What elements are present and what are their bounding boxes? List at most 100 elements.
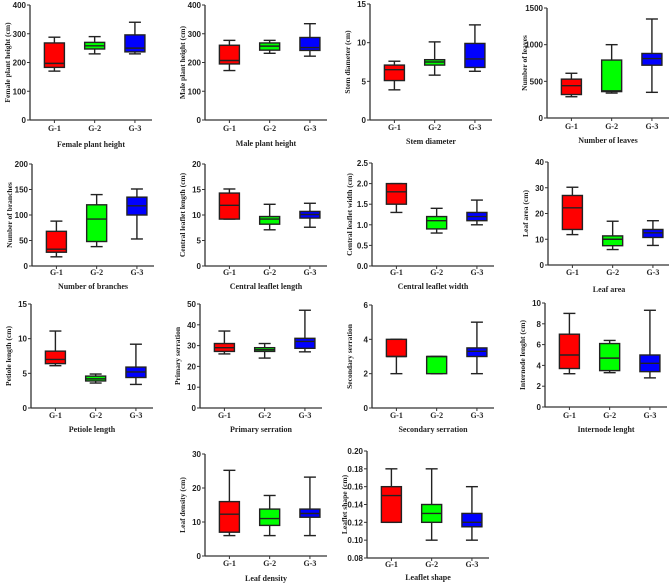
x-axis-title: Leaf area bbox=[593, 285, 626, 294]
x-tick-label: G-1 bbox=[223, 124, 236, 133]
y-tick-label: 4 bbox=[537, 361, 542, 370]
y-axis-title: Secondary serration bbox=[345, 323, 354, 389]
y-tick-label: 0 bbox=[539, 114, 544, 123]
y-tick-label: 0 bbox=[362, 116, 367, 125]
y-tick-label: 200 bbox=[15, 160, 29, 169]
x-axis-title: Secondary serration bbox=[398, 425, 468, 434]
x-tick-label: G-3 bbox=[128, 124, 141, 133]
y-tick-label: 10 bbox=[187, 383, 196, 392]
x-tick-label: G-1 bbox=[49, 411, 62, 420]
y-axis-title: Leaf density (cm) bbox=[178, 477, 187, 533]
x-tick-label: G-3 bbox=[470, 411, 483, 420]
box-g-1 bbox=[218, 192, 241, 220]
y-axis-title: Petiole length (cm) bbox=[4, 326, 13, 386]
y-axis-title: Internode lenght (cm) bbox=[518, 320, 527, 390]
x-tick-label: G-2 bbox=[88, 124, 101, 133]
x-tick-label: G-1 bbox=[223, 268, 236, 277]
y-tick-label: 40 bbox=[187, 321, 196, 330]
box-g-3 bbox=[464, 42, 486, 69]
y-tick-label: 10 bbox=[192, 518, 201, 527]
y-tick-label: 0 bbox=[197, 262, 202, 271]
x-tick-label: G-3 bbox=[129, 411, 142, 420]
y-tick-label: 1.5 bbox=[357, 200, 369, 209]
x-tick-label: G-1 bbox=[563, 411, 576, 420]
y-axis-title: Primary serration bbox=[173, 326, 182, 385]
box-plot-panel: 0 10 20 30 40 G-1 G-2 G-3 Leaf area Leaf area (cm… bbox=[521, 158, 669, 294]
y-tick-label: 0 bbox=[197, 116, 202, 125]
x-tick-label: G-1 bbox=[223, 559, 236, 568]
y-tick-label: 30 bbox=[535, 184, 544, 193]
box-g-2 bbox=[600, 59, 623, 93]
y-tick-label: 300 bbox=[188, 30, 202, 39]
y-tick-label: 4 bbox=[364, 335, 369, 344]
y-tick-label: 400 bbox=[13, 1, 27, 10]
x-tick-label: G-2 bbox=[430, 411, 443, 420]
x-tick-label: G-2 bbox=[605, 122, 618, 131]
box-g-3 bbox=[461, 512, 483, 528]
y-tick-label: 15 bbox=[192, 186, 201, 195]
y-tick-label: 150 bbox=[15, 186, 29, 195]
y-tick-label: 20 bbox=[192, 484, 201, 493]
y-axis-title: Leaflet shape (cm) bbox=[340, 474, 349, 534]
y-tick-label: 5 bbox=[23, 369, 28, 378]
x-axis-title: Primary serration bbox=[230, 425, 293, 434]
x-tick-label: G-2 bbox=[428, 123, 441, 132]
y-tick-label: 100 bbox=[13, 87, 27, 96]
x-tick-label: G-2 bbox=[90, 268, 103, 277]
y-tick-label: 10 bbox=[18, 335, 27, 344]
box-g-2 bbox=[85, 204, 108, 243]
box-g-1 bbox=[561, 194, 584, 231]
box-g-2 bbox=[601, 235, 624, 247]
box-g-1 bbox=[218, 500, 241, 533]
y-tick-label: 30 bbox=[187, 342, 196, 351]
y-tick-label: 1000 bbox=[525, 41, 543, 50]
box-g-1 bbox=[43, 42, 66, 69]
y-tick-label: 100 bbox=[188, 87, 202, 96]
y-axis-title: Female plant height (cm) bbox=[3, 22, 12, 103]
box-g-1 bbox=[218, 44, 241, 65]
box-plot-panel: 0.08 0.10 0.12 0.14 0.16 0.18 0.20 G-1 G-2 G-3 Lea… bbox=[340, 447, 489, 582]
y-tick-label: 0 bbox=[22, 116, 27, 125]
y-tick-label: 2 bbox=[537, 382, 542, 391]
y-axis-title: Central leaflet width (cm) bbox=[345, 173, 354, 256]
y-tick-label: 15 bbox=[18, 300, 27, 309]
x-tick-label: G-1 bbox=[390, 268, 403, 277]
y-tick-label: 50 bbox=[19, 237, 28, 246]
box-g-2 bbox=[258, 508, 281, 527]
x-tick-label: G-2 bbox=[430, 268, 443, 277]
y-tick-label: 400 bbox=[188, 1, 202, 10]
y-tick-label: 0.16 bbox=[347, 483, 363, 492]
y-tick-label: 30 bbox=[192, 450, 201, 459]
y-tick-label: 6 bbox=[537, 341, 542, 350]
y-tick-label: 0 bbox=[364, 404, 369, 413]
y-tick-label: 0.08 bbox=[347, 554, 363, 563]
y-tick-label: 2.0 bbox=[357, 180, 369, 189]
x-tick-label: G-3 bbox=[465, 560, 478, 569]
x-tick-label: G-1 bbox=[385, 560, 398, 569]
y-tick-label: 0.12 bbox=[347, 518, 363, 527]
box-g-2 bbox=[425, 355, 448, 375]
x-tick-label: G-3 bbox=[303, 268, 316, 277]
y-tick-label: 5 bbox=[362, 77, 367, 86]
x-tick-label: G-1 bbox=[566, 268, 579, 277]
y-tick-label: 2.5 bbox=[357, 159, 369, 168]
box-g-1 bbox=[385, 338, 408, 358]
box-g-1 bbox=[558, 333, 581, 370]
box-g-2 bbox=[598, 342, 621, 372]
y-tick-label: 1.0 bbox=[357, 221, 369, 230]
x-axis-title: Internode lenght bbox=[577, 425, 634, 434]
y-tick-label: 0 bbox=[537, 403, 542, 412]
x-tick-label: G-3 bbox=[645, 122, 658, 131]
box-plot-panel: 0 10 20 30 G-1 G-2 G-3 Leaf density Leaf density… bbox=[178, 450, 327, 583]
box-g-1 bbox=[385, 182, 408, 205]
x-tick-label: G-3 bbox=[303, 124, 316, 133]
x-tick-label: G-3 bbox=[303, 559, 316, 568]
x-tick-label: G-2 bbox=[258, 411, 271, 420]
x-axis-title: Number of leaves bbox=[578, 136, 637, 145]
x-axis-title: Male plant height bbox=[236, 139, 297, 148]
